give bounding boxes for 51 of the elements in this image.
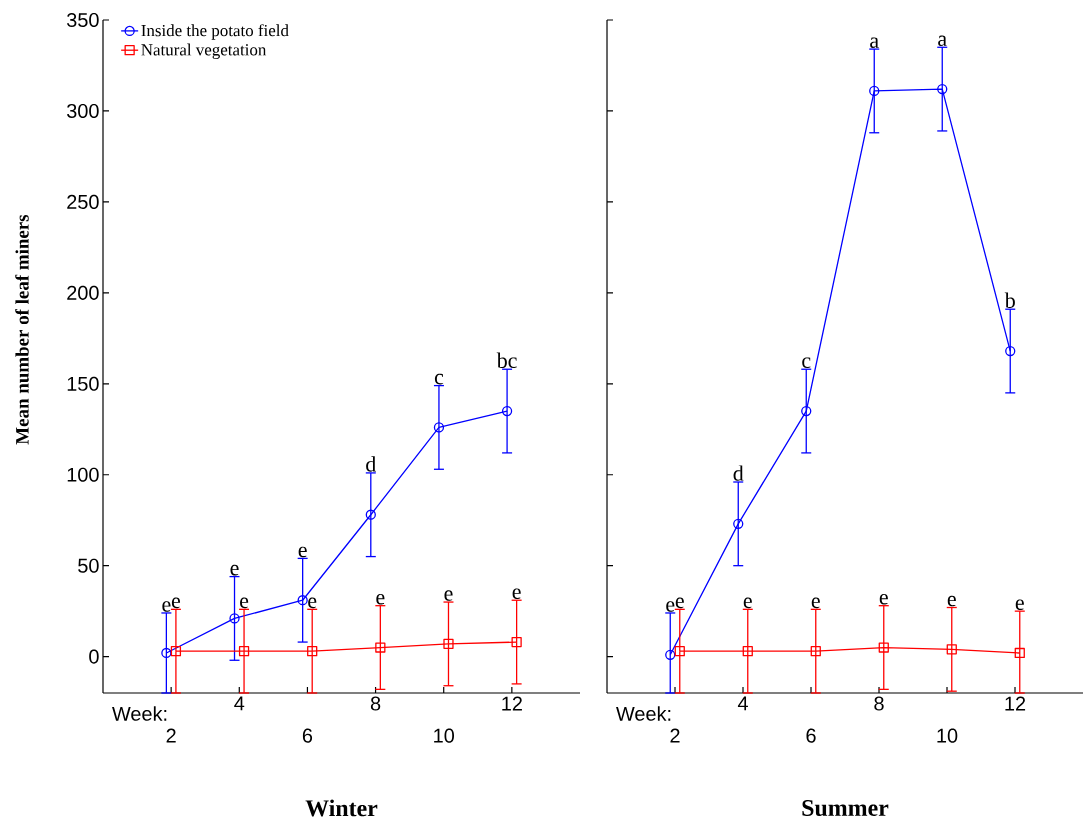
y-tick-label: 350 xyxy=(67,12,99,28)
annotation: e xyxy=(879,593,888,605)
legend-label: Inside the potato field xyxy=(141,24,289,40)
annotation: e xyxy=(1015,599,1024,610)
x-axis-title: Winter xyxy=(305,799,378,817)
annotation: a xyxy=(938,35,947,47)
annotation: e xyxy=(230,564,239,576)
annotation: e xyxy=(947,595,956,607)
text: Week: xyxy=(112,706,167,721)
annotation: d xyxy=(733,465,744,481)
annotation: c xyxy=(802,357,811,369)
x-tick-label: 8 xyxy=(370,696,381,711)
x-tick-label: 2 xyxy=(670,728,680,743)
x-tick-label: 10 xyxy=(434,728,455,743)
x-axis-title: Summer xyxy=(802,799,889,817)
y-axis-title: Mean number of leaf miners xyxy=(15,214,29,445)
annotation: e xyxy=(240,597,249,609)
x-tick-label: 8 xyxy=(874,696,884,711)
annotation: e xyxy=(171,597,181,609)
x-tick-label: 12 xyxy=(1005,696,1026,711)
annotation: b xyxy=(1004,292,1015,309)
annotation: e xyxy=(512,588,521,600)
annotation: e xyxy=(675,597,684,609)
legend-label: Natural vegetation xyxy=(141,43,267,59)
y-tick-label: 250 xyxy=(67,194,99,209)
y-tick-label: 100 xyxy=(67,467,99,482)
y-tick-label: 200 xyxy=(67,285,99,300)
x-tick-label: 6 xyxy=(302,728,313,743)
text: Week: xyxy=(616,706,671,721)
annotation: bc xyxy=(496,352,517,369)
annotation: d xyxy=(366,456,377,472)
x-tick-label: 10 xyxy=(937,728,958,743)
annotation: e xyxy=(376,593,385,605)
y-tick-label: 50 xyxy=(78,558,99,573)
y-tick-label: 150 xyxy=(67,376,99,391)
annotation: e xyxy=(162,601,171,612)
x-tick-label: 4 xyxy=(737,696,748,711)
annotation: e xyxy=(811,597,820,609)
annotation: e xyxy=(444,590,453,601)
annotation: a xyxy=(870,37,879,48)
y-tick-label: 300 xyxy=(67,103,99,118)
annotation: e xyxy=(308,597,317,609)
x-tick-label: 6 xyxy=(806,728,816,743)
x-tick-label: 12 xyxy=(502,696,522,711)
x-tick-label: 4 xyxy=(234,696,245,711)
annotation: e xyxy=(666,601,675,612)
x-tick-label: 2 xyxy=(166,728,176,743)
annotation: e xyxy=(743,597,752,609)
y-tick-label: 0 xyxy=(89,649,99,664)
annotation: e xyxy=(298,546,307,558)
annotation: c xyxy=(434,373,444,385)
